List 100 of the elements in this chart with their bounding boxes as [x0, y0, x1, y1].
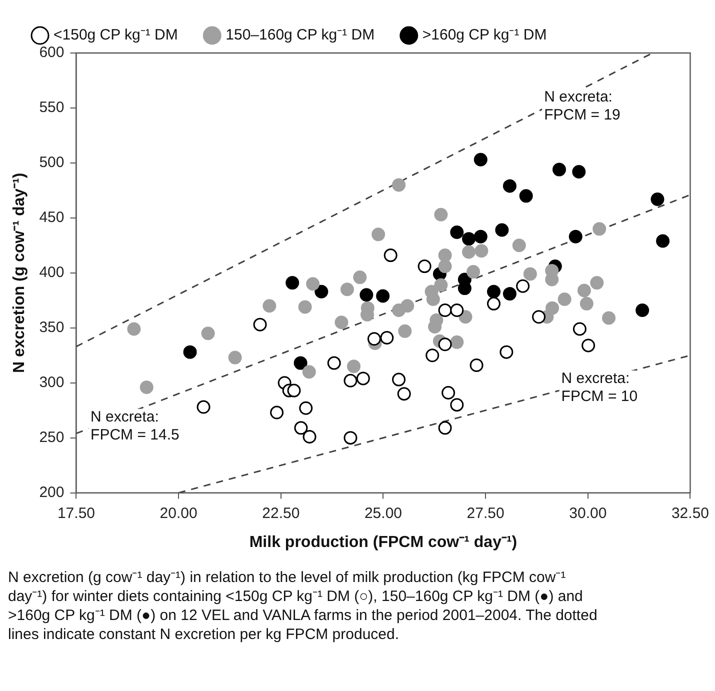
- point: [262, 299, 276, 313]
- x-tick-label: 25.00: [364, 504, 402, 522]
- point: [340, 282, 354, 296]
- point: [372, 228, 386, 242]
- point: [270, 406, 284, 420]
- point: [636, 304, 650, 318]
- point: [294, 356, 308, 370]
- point: [287, 384, 301, 398]
- point: [516, 279, 530, 293]
- point: [462, 245, 476, 259]
- point: [470, 358, 484, 372]
- y-tick-label: 550: [39, 99, 64, 116]
- point: [392, 178, 406, 192]
- point: [286, 276, 300, 290]
- point: [602, 311, 616, 325]
- point: [434, 278, 448, 292]
- point: [392, 372, 406, 386]
- point: [140, 380, 154, 394]
- point: [466, 265, 480, 279]
- point: [458, 282, 472, 296]
- point: [656, 234, 670, 248]
- point: [380, 331, 394, 345]
- point: [196, 400, 210, 414]
- point: [356, 372, 370, 386]
- point: [299, 401, 313, 415]
- y-tick-label: 400: [39, 264, 64, 282]
- x-axis-title: Milk production (FPCM cow⁻¹ day⁻¹): [249, 534, 518, 551]
- point: [183, 345, 197, 359]
- legend-label: <150g CP kg⁻¹ DM: [54, 26, 178, 44]
- point: [438, 260, 452, 274]
- point: [398, 324, 412, 338]
- legend-label: >160g CP kg⁻¹ DM: [422, 26, 547, 44]
- point: [577, 284, 591, 298]
- annotation: N excreta: FPCM = 14.5: [90, 408, 180, 444]
- y-axis-title: N excretion (g cow⁻¹ day⁻¹): [11, 172, 28, 374]
- y-tick-label: 250: [39, 428, 64, 446]
- point: [442, 386, 456, 400]
- point: [298, 300, 312, 314]
- x-tick-label: 27.50: [466, 504, 504, 522]
- point: [302, 365, 316, 379]
- point: [650, 192, 664, 206]
- point: [384, 248, 398, 262]
- point: [568, 230, 582, 244]
- point: [590, 276, 604, 290]
- point: [474, 244, 488, 258]
- point: [428, 320, 442, 334]
- point: [426, 348, 440, 362]
- point: [502, 179, 516, 193]
- point: [294, 421, 308, 435]
- legend-label: 150–160g CP kg⁻¹ DM: [226, 26, 375, 44]
- point: [438, 248, 452, 262]
- point: [438, 421, 452, 435]
- point: [450, 304, 464, 318]
- annotation: N excreta: FPCM = 10: [561, 370, 638, 406]
- point: [418, 260, 432, 274]
- point: [572, 322, 586, 336]
- point: [532, 310, 546, 324]
- point: [344, 374, 358, 388]
- point: [434, 208, 448, 222]
- point: [512, 238, 526, 252]
- point: [474, 230, 488, 244]
- point: [314, 284, 328, 298]
- point: [592, 222, 606, 236]
- point: [500, 345, 514, 359]
- point: [458, 310, 472, 324]
- point: [438, 338, 452, 352]
- point: [426, 292, 440, 306]
- point: [376, 289, 390, 303]
- point: [344, 431, 358, 445]
- point: [228, 350, 242, 364]
- point: [450, 335, 464, 349]
- point: [474, 152, 488, 166]
- point: [302, 430, 316, 444]
- point: [502, 287, 516, 301]
- point: [334, 316, 348, 330]
- point: [552, 162, 566, 176]
- point: [495, 223, 509, 237]
- y-tick-label: 450: [39, 209, 64, 226]
- annotation: N excreta: FPCM = 19: [544, 88, 620, 124]
- point: [367, 332, 381, 346]
- point: [327, 356, 341, 370]
- point: [558, 292, 572, 306]
- point: [127, 322, 141, 336]
- x-tick-label: 30.00: [569, 504, 607, 522]
- point: [450, 398, 464, 412]
- point: [201, 326, 215, 340]
- y-tick-label: 350: [39, 319, 64, 336]
- point: [353, 270, 367, 284]
- point: [392, 304, 406, 318]
- point: [462, 232, 476, 246]
- x-tick-label: 32.50: [671, 504, 710, 522]
- y-tick-label: 300: [39, 374, 64, 391]
- point: [306, 277, 320, 291]
- point: [519, 189, 533, 203]
- y-tick-label: 600: [39, 44, 64, 62]
- y-tick-label: 500: [39, 154, 64, 172]
- point: [360, 288, 374, 302]
- point: [397, 387, 411, 401]
- point: [487, 284, 500, 298]
- x-tick-label: 22.50: [262, 504, 300, 522]
